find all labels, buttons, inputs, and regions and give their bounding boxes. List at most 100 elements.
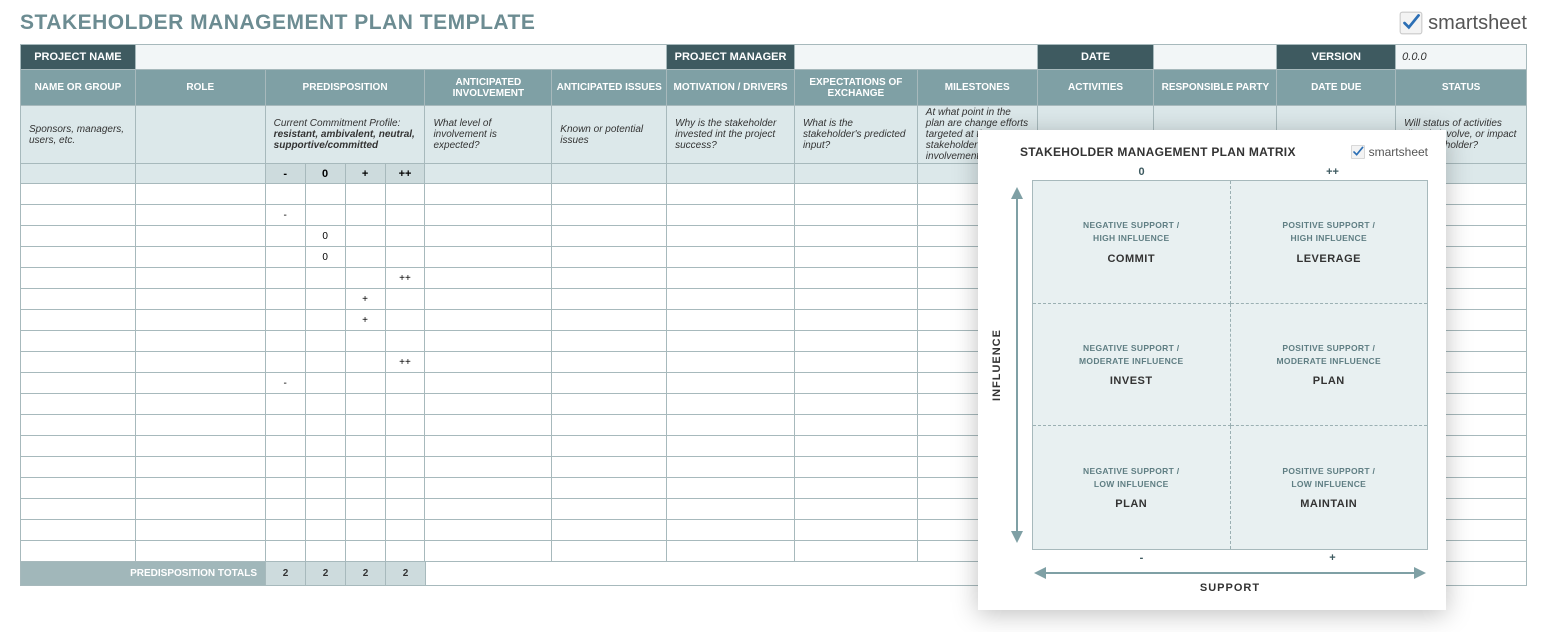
- table-cell[interactable]: [21, 352, 136, 373]
- table-cell[interactable]: [667, 436, 795, 457]
- table-cell[interactable]: [667, 310, 795, 331]
- table-cell[interactable]: [552, 184, 667, 205]
- table-cell[interactable]: [136, 415, 266, 436]
- table-cell[interactable]: [21, 205, 136, 226]
- table-cell[interactable]: [136, 331, 266, 352]
- table-cell[interactable]: [667, 205, 795, 226]
- table-cell[interactable]: [346, 415, 386, 436]
- table-cell[interactable]: [136, 394, 266, 415]
- table-cell[interactable]: [795, 310, 918, 331]
- table-cell[interactable]: [306, 184, 346, 205]
- table-cell[interactable]: [266, 310, 306, 331]
- table-cell[interactable]: [552, 331, 667, 352]
- table-cell[interactable]: [667, 247, 795, 268]
- table-cell[interactable]: [795, 205, 918, 226]
- table-cell[interactable]: [386, 289, 426, 310]
- table-cell[interactable]: [306, 499, 346, 520]
- table-cell[interactable]: [386, 436, 426, 457]
- table-cell[interactable]: [425, 394, 552, 415]
- table-cell[interactable]: [386, 331, 426, 352]
- table-cell[interactable]: [306, 436, 346, 457]
- table-cell[interactable]: 0: [306, 247, 346, 268]
- table-cell[interactable]: [552, 457, 667, 478]
- table-cell[interactable]: [136, 268, 266, 289]
- table-cell[interactable]: ++: [386, 352, 426, 373]
- table-cell[interactable]: [21, 268, 136, 289]
- table-cell[interactable]: [425, 226, 552, 247]
- table-cell[interactable]: +: [346, 310, 386, 331]
- table-cell[interactable]: [21, 226, 136, 247]
- table-cell[interactable]: [795, 436, 918, 457]
- table-cell[interactable]: [136, 373, 266, 394]
- table-cell[interactable]: [21, 373, 136, 394]
- table-cell[interactable]: [795, 331, 918, 352]
- table-cell[interactable]: [136, 436, 266, 457]
- table-cell[interactable]: [21, 394, 136, 415]
- table-cell[interactable]: [136, 205, 266, 226]
- version-input[interactable]: 0.0.0: [1396, 45, 1526, 69]
- table-cell[interactable]: [266, 478, 306, 499]
- table-cell[interactable]: [306, 520, 346, 541]
- table-cell[interactable]: [266, 541, 306, 562]
- table-cell[interactable]: [667, 499, 795, 520]
- table-cell[interactable]: [425, 415, 552, 436]
- table-cell[interactable]: [386, 478, 426, 499]
- table-cell[interactable]: [552, 478, 667, 499]
- table-cell[interactable]: [795, 415, 918, 436]
- table-cell[interactable]: [266, 352, 306, 373]
- table-cell[interactable]: [667, 184, 795, 205]
- table-cell[interactable]: [136, 310, 266, 331]
- table-cell[interactable]: [386, 373, 426, 394]
- table-cell[interactable]: [266, 394, 306, 415]
- table-cell[interactable]: -: [266, 205, 306, 226]
- table-cell[interactable]: [266, 184, 306, 205]
- table-cell[interactable]: [306, 205, 346, 226]
- table-cell[interactable]: [552, 352, 667, 373]
- table-cell[interactable]: [21, 310, 136, 331]
- table-cell[interactable]: [266, 520, 306, 541]
- table-cell[interactable]: [795, 478, 918, 499]
- table-cell[interactable]: [306, 268, 346, 289]
- table-cell[interactable]: [795, 247, 918, 268]
- table-cell[interactable]: [552, 436, 667, 457]
- table-cell[interactable]: [425, 184, 552, 205]
- table-cell[interactable]: [425, 520, 552, 541]
- table-cell[interactable]: [795, 373, 918, 394]
- table-cell[interactable]: [346, 373, 386, 394]
- table-cell[interactable]: [306, 478, 346, 499]
- table-cell[interactable]: [386, 247, 426, 268]
- table-cell[interactable]: [266, 289, 306, 310]
- table-cell[interactable]: [386, 457, 426, 478]
- table-cell[interactable]: [425, 541, 552, 562]
- table-cell[interactable]: [21, 247, 136, 268]
- table-cell[interactable]: [667, 457, 795, 478]
- table-cell[interactable]: [552, 415, 667, 436]
- table-cell[interactable]: [266, 436, 306, 457]
- table-cell[interactable]: [667, 415, 795, 436]
- table-cell[interactable]: [136, 226, 266, 247]
- table-cell[interactable]: [346, 394, 386, 415]
- table-cell[interactable]: [667, 373, 795, 394]
- table-cell[interactable]: [425, 499, 552, 520]
- table-cell[interactable]: [136, 352, 266, 373]
- table-cell[interactable]: [795, 520, 918, 541]
- table-cell[interactable]: -: [266, 373, 306, 394]
- table-cell[interactable]: [346, 520, 386, 541]
- table-cell[interactable]: [346, 541, 386, 562]
- table-cell[interactable]: [425, 331, 552, 352]
- table-cell[interactable]: [667, 331, 795, 352]
- table-cell[interactable]: [306, 373, 346, 394]
- table-cell[interactable]: [136, 541, 266, 562]
- table-cell[interactable]: [136, 478, 266, 499]
- table-cell[interactable]: [386, 310, 426, 331]
- table-cell[interactable]: [21, 289, 136, 310]
- table-cell[interactable]: [346, 331, 386, 352]
- table-cell[interactable]: [346, 352, 386, 373]
- table-cell[interactable]: [552, 373, 667, 394]
- table-cell[interactable]: [795, 499, 918, 520]
- table-cell[interactable]: [795, 394, 918, 415]
- table-cell[interactable]: [306, 394, 346, 415]
- table-cell[interactable]: [667, 541, 795, 562]
- table-cell[interactable]: [425, 205, 552, 226]
- table-cell[interactable]: [795, 226, 918, 247]
